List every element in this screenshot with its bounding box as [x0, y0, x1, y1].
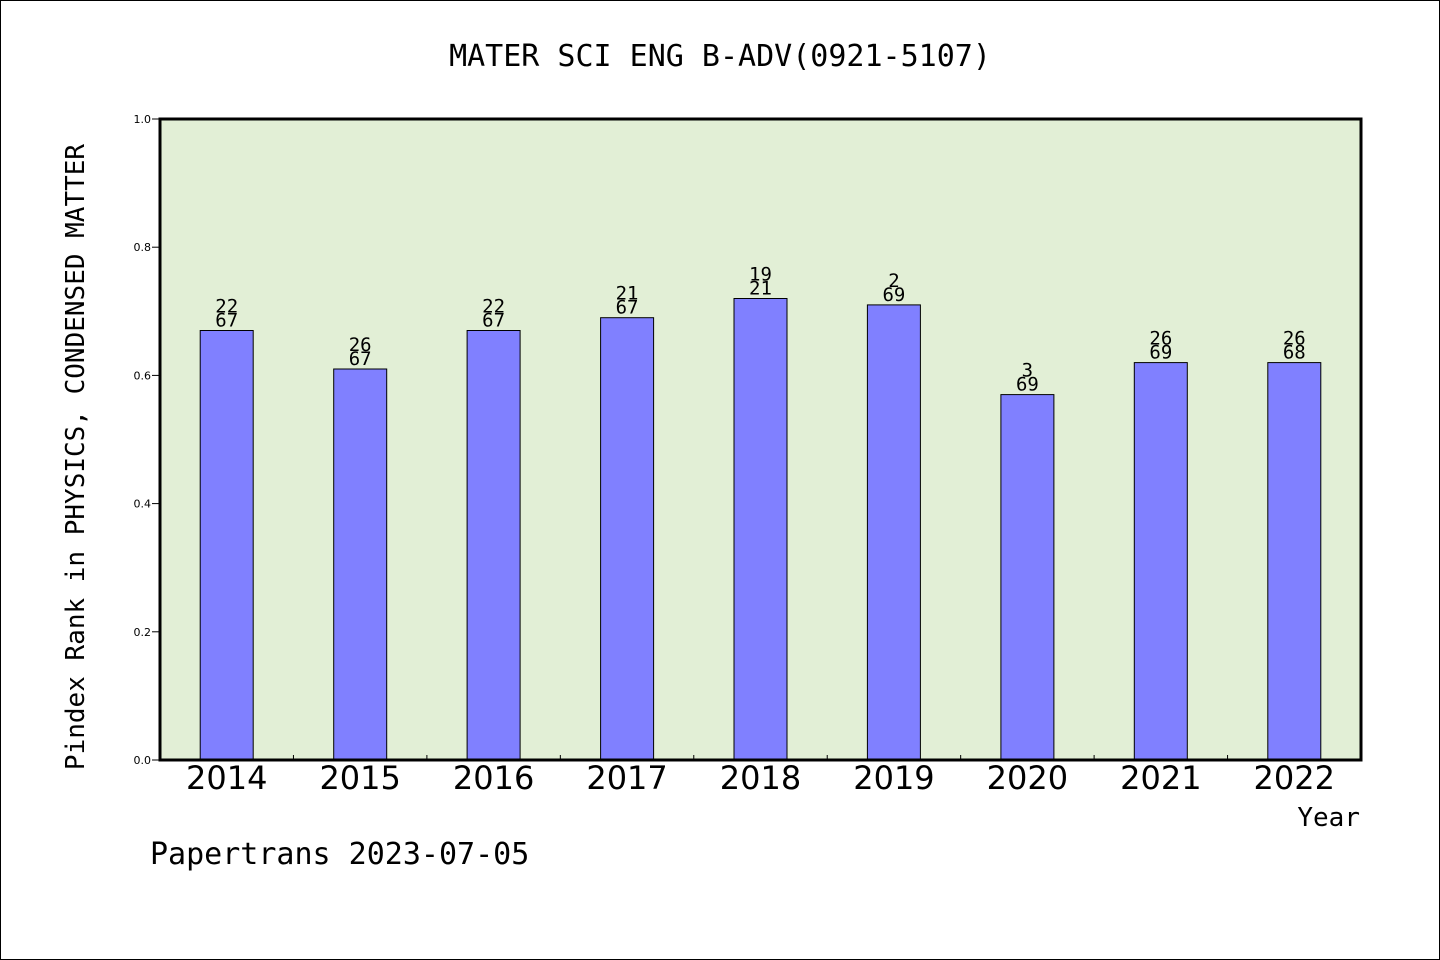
bar-label-rank-2021: 26 — [1149, 328, 1172, 350]
bar-label-rank-2019: 2 — [888, 270, 899, 292]
bar-label-rank-2017: 21 — [616, 283, 639, 305]
x-tick-label-2022: 2022 — [1254, 759, 1335, 797]
plot-border — [158, 117, 1363, 762]
bar-2018 — [733, 298, 788, 761]
bar-2016 — [466, 330, 521, 761]
x-tick-label-2018: 2018 — [720, 759, 801, 797]
chart-title: MATER SCI ENG B-ADV(0921-5107) — [449, 39, 991, 74]
y-tick-label: 1.0 — [134, 113, 152, 126]
bar-label-total-2015: 67 — [349, 348, 372, 370]
x-tick-label-2019: 2019 — [853, 759, 934, 797]
y-tick-label: 0.2 — [134, 626, 152, 639]
bars-group — [199, 298, 1322, 761]
x-tick-label-2016: 2016 — [453, 759, 534, 797]
bar-label-rank-2016: 22 — [482, 296, 505, 318]
bar-label-rank-2015: 26 — [349, 334, 372, 356]
x-tick-label-2020: 2020 — [987, 759, 1068, 797]
bar-label-total-2020: 69 — [1016, 374, 1039, 396]
y-tick-label: 0.4 — [134, 498, 152, 511]
x-tick-label-2017: 2017 — [586, 759, 667, 797]
x-tick-label-2015: 2015 — [319, 759, 400, 797]
bar-label-rank-2020: 3 — [1022, 360, 1033, 382]
bar-label-total-2022: 68 — [1283, 342, 1306, 364]
y-tick-label: 0.0 — [134, 754, 152, 767]
bar-label-total-2018: 21 — [749, 278, 772, 300]
y-axis-label: Pindex Rank in PHYSICS, CONDENSED MATTER — [61, 144, 91, 770]
bar-label-total-2016: 67 — [482, 310, 505, 332]
bar-label-total-2017: 67 — [616, 297, 639, 319]
y-tick-label: 0.8 — [134, 241, 152, 254]
bar-2017 — [600, 317, 655, 761]
bar-label-total-2021: 69 — [1149, 342, 1172, 364]
bar-label-rank-2022: 26 — [1283, 328, 1306, 350]
bar-2019 — [866, 304, 921, 761]
bar-2022 — [1267, 362, 1322, 761]
bar-2015 — [333, 368, 388, 761]
bar-label-rank-2014: 22 — [215, 296, 238, 318]
bar-label-rank-2018: 19 — [749, 264, 772, 286]
x-axis: 2014 2015 2016 2017 2018 2019 2020 2021 2022 — [186, 755, 1335, 797]
bar-label-total-2019: 69 — [882, 284, 905, 306]
x-tick-label-2014: 2014 — [186, 759, 267, 797]
x-axis-label: Year — [1297, 803, 1360, 833]
bar-2020 — [1000, 394, 1055, 761]
bar-2014 — [199, 330, 254, 761]
bar-2021 — [1133, 362, 1188, 761]
y-tick-label: 0.6 — [134, 369, 152, 382]
y-axis: 0.0 0.2 0.4 0.6 0.8 1.0 — [134, 113, 160, 767]
bar-label-total-2014: 67 — [215, 310, 238, 332]
x-tick-label-2021: 2021 — [1120, 759, 1201, 797]
footer-credit: Papertrans 2023-07-05 — [150, 837, 529, 872]
